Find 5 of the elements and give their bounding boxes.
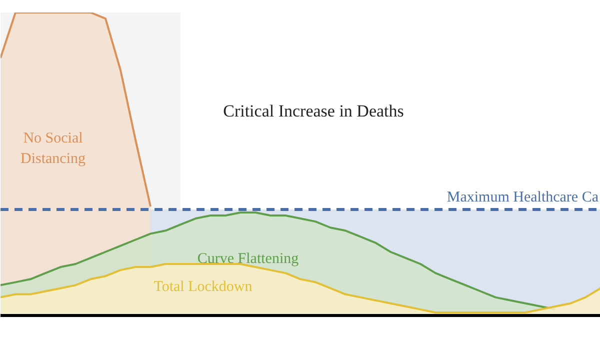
series-label: Total Lockdown	[154, 279, 253, 296]
annotation: Critical Increase in Deaths	[223, 101, 404, 120]
series-label: No Social Distancing	[20, 130, 86, 168]
ref-line-label: Maximum Healthcare Ca	[446, 189, 599, 206]
series-label: Curve Flattening	[197, 250, 300, 267]
